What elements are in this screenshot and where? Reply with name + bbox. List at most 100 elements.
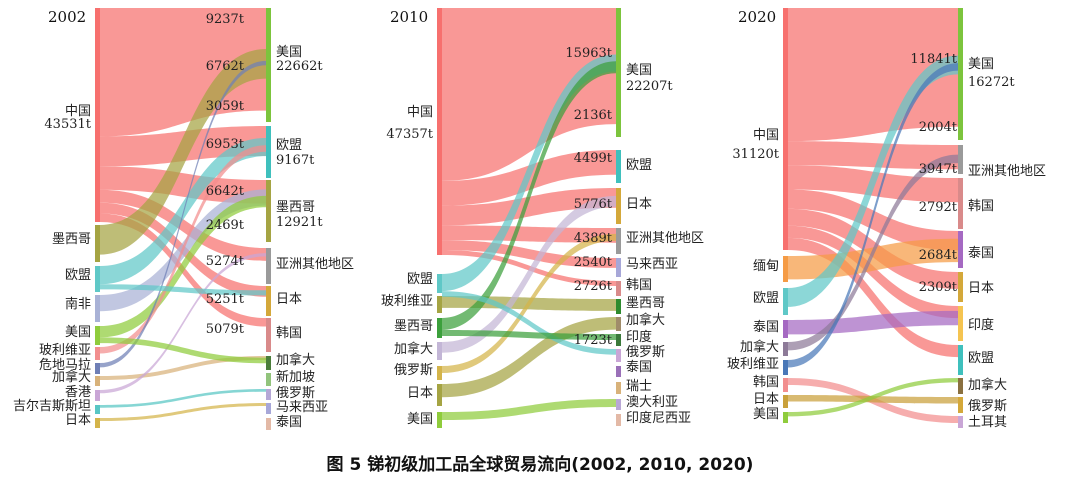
flow-link bbox=[442, 54, 616, 292]
source-node-bar bbox=[95, 405, 100, 414]
source-node-bar bbox=[95, 266, 100, 292]
flow-value-label: 15963t bbox=[565, 46, 612, 61]
source-node-bar bbox=[95, 363, 100, 374]
flow-link bbox=[442, 8, 616, 181]
target-node-value: 12921t bbox=[276, 215, 323, 230]
source-node-label: 欧盟 bbox=[407, 272, 433, 287]
flow-link bbox=[788, 225, 958, 319]
source-node-label: 危地马拉 bbox=[39, 358, 91, 373]
flow-link bbox=[442, 399, 616, 420]
target-node-bar bbox=[616, 188, 621, 224]
source-node-bar bbox=[95, 225, 100, 262]
source-node-label: 玻利维亚 bbox=[39, 343, 91, 358]
target-node-label: 欧盟 bbox=[276, 138, 302, 153]
target-node-label: 印度尼西亚 bbox=[626, 410, 691, 426]
source-node-label: 韩国 bbox=[753, 375, 779, 390]
target-node-bar bbox=[958, 397, 963, 413]
flow-link bbox=[442, 291, 616, 355]
source-node-bar bbox=[783, 288, 788, 315]
target-node-bar bbox=[958, 272, 963, 302]
flow-link bbox=[100, 166, 266, 204]
source-node-value: 47357t bbox=[386, 127, 433, 142]
flow-link bbox=[788, 63, 958, 368]
target-node-label: 印度 bbox=[626, 329, 652, 345]
flow-link bbox=[788, 378, 958, 417]
panel-year-title: 2002 bbox=[48, 8, 86, 26]
flow-link bbox=[788, 310, 958, 335]
flow-value-label: 4389t bbox=[574, 231, 613, 246]
source-node-label: 加拿大 bbox=[394, 341, 433, 357]
source-node-label: 加拿大 bbox=[52, 369, 91, 385]
source-node-label: 吉尔吉斯斯坦 bbox=[13, 399, 91, 414]
flow-link bbox=[442, 250, 616, 286]
flow-link bbox=[100, 145, 266, 354]
source-node-label: 南非 bbox=[65, 296, 91, 312]
panel-year-title: 2020 bbox=[738, 8, 776, 26]
target-node-value: 9167t bbox=[276, 153, 315, 168]
target-node-bar bbox=[616, 281, 621, 296]
target-node-bar bbox=[616, 382, 621, 394]
source-node-bar bbox=[95, 418, 100, 428]
source-node-bar bbox=[783, 360, 788, 375]
target-node-bar bbox=[266, 286, 271, 316]
source-node-bar bbox=[437, 8, 442, 255]
flow-link bbox=[442, 233, 616, 373]
flow-value-label: 2684t bbox=[919, 248, 958, 263]
flow-link bbox=[100, 337, 266, 364]
target-node-bar bbox=[616, 414, 621, 426]
source-node-label: 日本 bbox=[753, 392, 779, 407]
flow-value-label: 2004t bbox=[919, 120, 958, 135]
target-node-bar bbox=[958, 345, 963, 375]
target-node-label: 俄罗斯 bbox=[968, 399, 1007, 414]
source-node-bar bbox=[783, 378, 788, 392]
target-node-label: 加拿大 bbox=[276, 352, 315, 368]
flow-value-label: 1723t bbox=[574, 333, 613, 348]
target-node-label: 亚洲其他地区 bbox=[626, 231, 704, 246]
target-node-label: 俄罗斯 bbox=[626, 345, 665, 360]
flow-value-label: 11841t bbox=[910, 52, 957, 67]
target-node-label: 印度 bbox=[968, 317, 994, 333]
target-node-label: 亚洲其他地区 bbox=[276, 257, 354, 272]
flow-value-label: 5251t bbox=[206, 292, 245, 307]
source-node-value: 31120t bbox=[732, 147, 779, 162]
sankey-panel-2010: 中国47357t欧盟玻利维亚墨西哥加拿大俄罗斯日本美国美国22207t欧盟日本亚… bbox=[381, 8, 704, 428]
target-node-bar bbox=[958, 231, 963, 268]
target-node-label: 泰国 bbox=[626, 360, 652, 375]
flow-value-label: 2792t bbox=[919, 200, 958, 215]
source-node-bar bbox=[95, 326, 100, 345]
target-node-value: 16272t bbox=[968, 75, 1015, 90]
target-node-bar bbox=[616, 150, 621, 183]
flow-value-label: 5079t bbox=[206, 322, 245, 337]
target-node-bar bbox=[616, 334, 621, 346]
sankey-panel-2020: 中国31120t缅甸欧盟泰国加拿大玻利维亚韩国日本美国美国16272t亚洲其他地… bbox=[727, 8, 1046, 430]
flow-link bbox=[100, 8, 266, 137]
flow-link bbox=[442, 317, 616, 398]
target-node-bar bbox=[958, 416, 963, 428]
source-node-label: 欧盟 bbox=[753, 291, 779, 306]
source-node-label: 香港 bbox=[65, 385, 91, 400]
flow-link bbox=[100, 137, 266, 285]
source-node-label: 日本 bbox=[65, 413, 91, 428]
flow-value-label: 2540t bbox=[574, 255, 613, 270]
source-node-label: 日本 bbox=[407, 386, 433, 401]
target-node-bar bbox=[958, 306, 963, 341]
source-node-label: 欧盟 bbox=[65, 268, 91, 283]
target-node-label: 欧盟 bbox=[968, 351, 994, 366]
flow-value-label: 2136t bbox=[574, 108, 613, 123]
source-node-value: 43531t bbox=[44, 117, 91, 132]
target-node-label: 新加坡 bbox=[276, 369, 315, 385]
target-node-label: 泰国 bbox=[276, 415, 302, 430]
target-node-bar bbox=[616, 258, 621, 277]
flow-link bbox=[442, 240, 616, 268]
source-node-label: 缅甸 bbox=[753, 259, 779, 274]
source-node-bar bbox=[437, 366, 442, 380]
flow-link bbox=[100, 195, 266, 338]
target-node-label: 土耳其 bbox=[968, 415, 1007, 430]
source-node-label: 墨西哥 bbox=[394, 319, 433, 334]
flow-value-label: 2469t bbox=[206, 218, 245, 233]
target-node-label: 日本 bbox=[626, 197, 652, 212]
source-node-bar bbox=[783, 342, 788, 356]
target-node-value: 22207t bbox=[626, 79, 673, 94]
flow-link bbox=[100, 356, 266, 380]
target-node-label: 美国 bbox=[626, 63, 652, 78]
